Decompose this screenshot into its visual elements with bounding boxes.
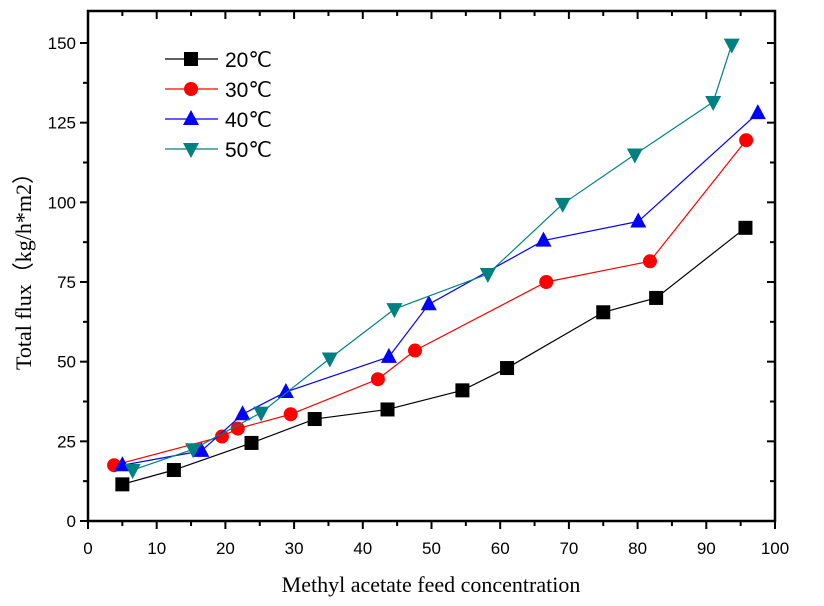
data-point bbox=[193, 441, 210, 457]
y-tick-label: 125 bbox=[48, 114, 76, 133]
data-point bbox=[230, 421, 245, 436]
legend-label: 50℃ bbox=[225, 139, 272, 162]
data-point bbox=[277, 382, 294, 398]
data-point bbox=[244, 435, 259, 450]
x-tick-label: 70 bbox=[559, 539, 578, 558]
x-tick-label: 40 bbox=[353, 539, 372, 558]
legend-label: 20℃ bbox=[225, 49, 272, 72]
x-tick-label: 90 bbox=[697, 539, 716, 558]
data-point bbox=[380, 347, 397, 363]
y-axis-title: Total flux（kg/h*m2） bbox=[11, 162, 36, 370]
data-point bbox=[185, 443, 202, 459]
data-point bbox=[234, 405, 251, 421]
x-tick-label: 50 bbox=[422, 539, 441, 558]
data-point bbox=[535, 231, 552, 247]
legend-item: 40℃ bbox=[165, 109, 272, 132]
series-line bbox=[132, 44, 733, 471]
data-point bbox=[554, 197, 571, 213]
y-tick-label: 75 bbox=[57, 273, 76, 292]
legend-item: 20℃ bbox=[165, 49, 272, 72]
data-point bbox=[723, 38, 740, 54]
x-tick-label: 0 bbox=[83, 539, 92, 558]
data-point bbox=[642, 254, 657, 269]
y-tick-label: 0 bbox=[67, 512, 76, 531]
data-point bbox=[115, 477, 130, 492]
data-point bbox=[214, 429, 229, 444]
data-point bbox=[380, 402, 395, 417]
series-30c bbox=[107, 133, 754, 473]
data-point bbox=[253, 406, 270, 422]
series-line bbox=[122, 112, 759, 466]
data-point bbox=[114, 456, 131, 472]
data-point bbox=[738, 220, 753, 235]
series-layer bbox=[107, 38, 766, 492]
data-point bbox=[166, 463, 181, 478]
x-axis-ticks: 0 10 20 30 40 50 60 70 80 90 100 bbox=[83, 11, 789, 558]
legend: 20℃ 30℃ 40℃ 50℃ bbox=[165, 49, 272, 162]
data-point bbox=[479, 268, 496, 284]
y-tick-label: 150 bbox=[48, 34, 76, 53]
data-point bbox=[749, 104, 766, 120]
data-point bbox=[649, 290, 664, 305]
series-20c bbox=[115, 220, 753, 492]
x-tick-label: 30 bbox=[285, 539, 304, 558]
x-tick-label: 10 bbox=[147, 539, 166, 558]
data-point bbox=[420, 295, 437, 311]
legend-item: 30℃ bbox=[165, 79, 272, 102]
data-point bbox=[321, 352, 338, 368]
legend-marker bbox=[183, 143, 199, 158]
legend-label: 30℃ bbox=[225, 79, 272, 102]
data-point bbox=[630, 212, 647, 228]
y-tick-label: 50 bbox=[57, 353, 76, 372]
legend-marker bbox=[184, 82, 198, 96]
data-point bbox=[626, 148, 643, 164]
data-point bbox=[455, 383, 470, 398]
data-point bbox=[408, 343, 423, 358]
data-point bbox=[283, 407, 298, 422]
x-tick-label: 80 bbox=[628, 539, 647, 558]
series-50c bbox=[124, 38, 740, 480]
series-line bbox=[122, 227, 746, 485]
x-axis-title: Methyl acetate feed concentration bbox=[282, 572, 581, 597]
data-point bbox=[539, 275, 554, 289]
legend-item: 50℃ bbox=[165, 139, 272, 162]
y-tick-label: 25 bbox=[57, 432, 76, 451]
series-40c bbox=[114, 104, 766, 472]
data-point bbox=[596, 305, 611, 320]
data-point bbox=[386, 303, 403, 319]
y-tick-label: 100 bbox=[48, 193, 76, 212]
data-point bbox=[500, 361, 515, 376]
data-point bbox=[739, 133, 754, 148]
legend-label: 40℃ bbox=[225, 109, 272, 132]
legend-marker bbox=[184, 52, 198, 66]
data-point bbox=[705, 95, 722, 111]
data-point bbox=[307, 412, 322, 427]
x-tick-label: 100 bbox=[761, 539, 789, 558]
legend-marker bbox=[183, 110, 199, 125]
x-tick-label: 20 bbox=[216, 539, 235, 558]
x-tick-label: 60 bbox=[491, 539, 510, 558]
data-point bbox=[370, 372, 385, 387]
y-axis-ticks: 0 25 50 75 100 125 150 bbox=[48, 34, 775, 531]
data-point bbox=[124, 464, 141, 480]
